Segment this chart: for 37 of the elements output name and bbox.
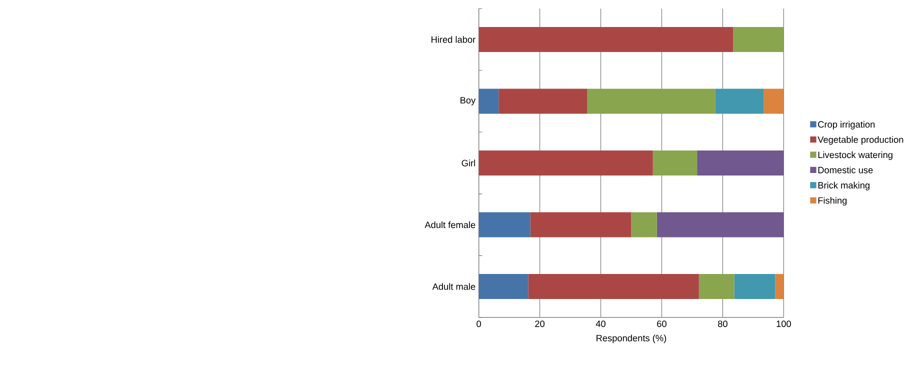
bar [631,212,657,238]
bar [652,150,698,176]
bar [478,212,530,238]
legend-label: Domestic use [818,166,873,174]
bar [587,88,716,114]
bar [498,88,588,114]
x-tick-label: 80 [718,320,728,328]
bar [764,88,784,114]
bar [734,274,776,300]
bar [530,212,632,238]
legend-label: Vegetable production [818,136,904,145]
x-tick-label: 60 [657,320,666,328]
x-tick-label: 100 [776,320,791,328]
x-tick-label: 40 [596,320,606,328]
y-tick-label: Girl [462,160,476,167]
x-tick-label: 0 [476,320,481,328]
bar [478,88,499,114]
bar [656,212,784,238]
bar [478,274,528,300]
x-tick-label: 20 [535,320,545,328]
x-axis-title: Respondents (%) [596,334,666,344]
bar [733,27,784,52]
bar [775,274,784,300]
bar [698,274,734,300]
legend-label: Brick making [818,182,870,191]
y-tick-label: Boy [460,97,476,106]
legend-label: Crop irrigation [818,121,875,130]
bar [697,150,784,176]
legend-label: Livestock watering [818,152,892,160]
bar [528,274,699,300]
y-tick-label: Hired labor [432,36,476,44]
bar [715,88,764,114]
y-tick-label: Adult male [432,283,476,290]
bar [478,27,734,52]
legend-label: Fishing [818,197,847,206]
bar [478,150,653,176]
y-tick-label: Adult female [424,222,476,228]
